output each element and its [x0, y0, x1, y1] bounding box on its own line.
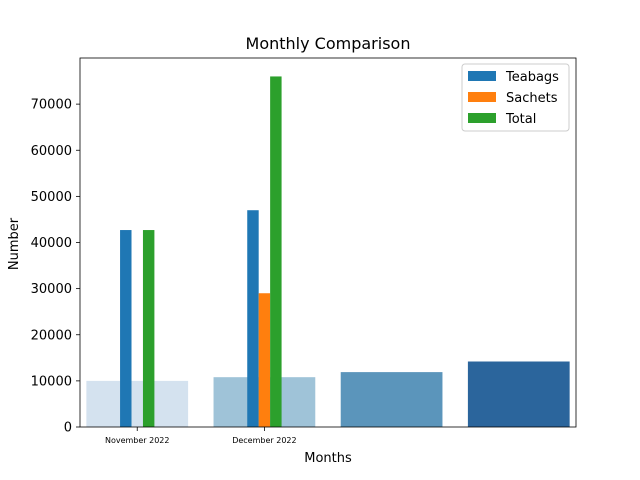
legend-swatch	[468, 71, 496, 81]
bar-teabags	[247, 210, 259, 427]
y-tick-label: 60000	[31, 144, 72, 159]
x-tick-label: November 2022	[105, 436, 170, 445]
chart-title: Monthly Comparison	[246, 34, 411, 53]
bar-total	[142, 230, 155, 427]
legend-label: Total	[505, 112, 536, 127]
bar-sachets	[258, 293, 271, 427]
legend-swatch	[468, 113, 496, 123]
y-tick-label: 50000	[31, 190, 72, 205]
x-tick-label: December 2022	[232, 436, 296, 445]
x-axis-label: Months	[304, 451, 352, 466]
y-axis-label: Number	[7, 217, 22, 270]
plot-area: 0 10000 20000 30000 40000 50000 60000 70000 Nove…	[31, 57, 577, 445]
background-bar	[340, 372, 443, 427]
legend-label: Sachets	[506, 91, 558, 106]
legend-label: Teabags	[505, 70, 559, 85]
background-bar	[467, 361, 570, 427]
bar-teabags	[120, 230, 132, 427]
legend: Teabags Sachets Total	[461, 63, 570, 132]
y-tick-label: 30000	[31, 282, 72, 297]
bar-total	[270, 76, 282, 427]
y-tick-label: 40000	[31, 236, 72, 251]
y-tick-label: 70000	[31, 98, 72, 113]
y-tick-label: 0	[64, 421, 72, 436]
legend-swatch	[468, 92, 496, 102]
background-bar	[86, 380, 189, 427]
y-tick-label: 20000	[31, 328, 72, 343]
y-tick-label: 10000	[31, 374, 72, 389]
